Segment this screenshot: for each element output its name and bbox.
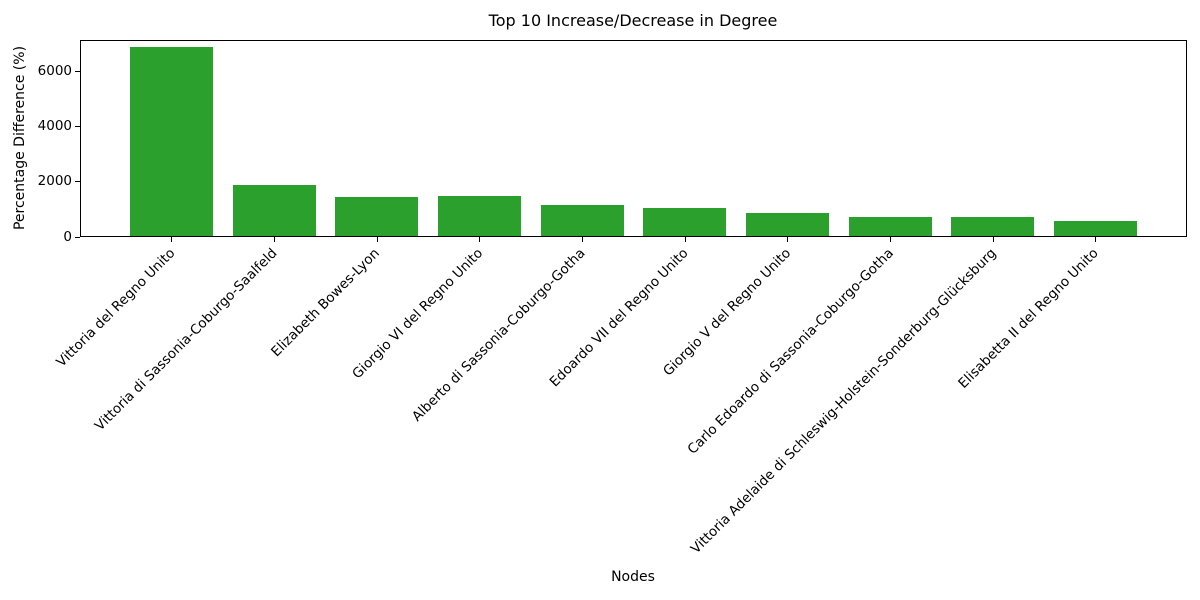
x-tick-mark (684, 237, 686, 242)
x-tick-label: Carlo Edoardo di Sassonia-Coburgo-Gotha (684, 245, 897, 458)
bar (540, 204, 624, 237)
x-tick-mark (376, 237, 378, 242)
x-tick-mark (479, 237, 481, 242)
x-tick-label: Alberto di Sassonia-Coburgo-Gotha (409, 245, 589, 425)
x-tick-label: Vittoria di Sassonia-Coburgo-Saalfeld (91, 245, 281, 435)
x-tick-mark (890, 237, 892, 242)
bar (335, 196, 419, 237)
bar (1053, 221, 1137, 237)
x-tick-mark (992, 237, 994, 242)
y-tick-label: 0 (63, 228, 72, 245)
x-tick-mark (787, 237, 789, 242)
bar (643, 208, 727, 237)
bar (129, 46, 213, 237)
y-tick-mark (75, 126, 80, 127)
bar (232, 184, 316, 237)
bar (437, 196, 521, 237)
x-tick-mark (582, 237, 584, 242)
y-tick-mark (75, 181, 80, 182)
y-tick-mark (75, 237, 80, 238)
x-tick-mark (274, 237, 276, 242)
y-tick-label: 2000 (37, 173, 72, 190)
x-tick-label: Elizabeth Bowes-Lyon (268, 245, 384, 361)
chart-title: Top 10 Increase/Decrease in Degree (488, 11, 778, 30)
y-tick-label: 4000 (37, 118, 72, 135)
x-tick-mark (171, 237, 173, 242)
bar (745, 212, 829, 237)
bar (951, 217, 1035, 237)
y-tick-label: 6000 (37, 62, 72, 79)
x-axis-label: Nodes (611, 569, 655, 585)
x-tick-mark (1095, 237, 1097, 242)
bar (848, 217, 932, 237)
x-tick-label: Vittoria del Regno Unito (52, 245, 179, 371)
y-tick-mark (75, 71, 80, 72)
